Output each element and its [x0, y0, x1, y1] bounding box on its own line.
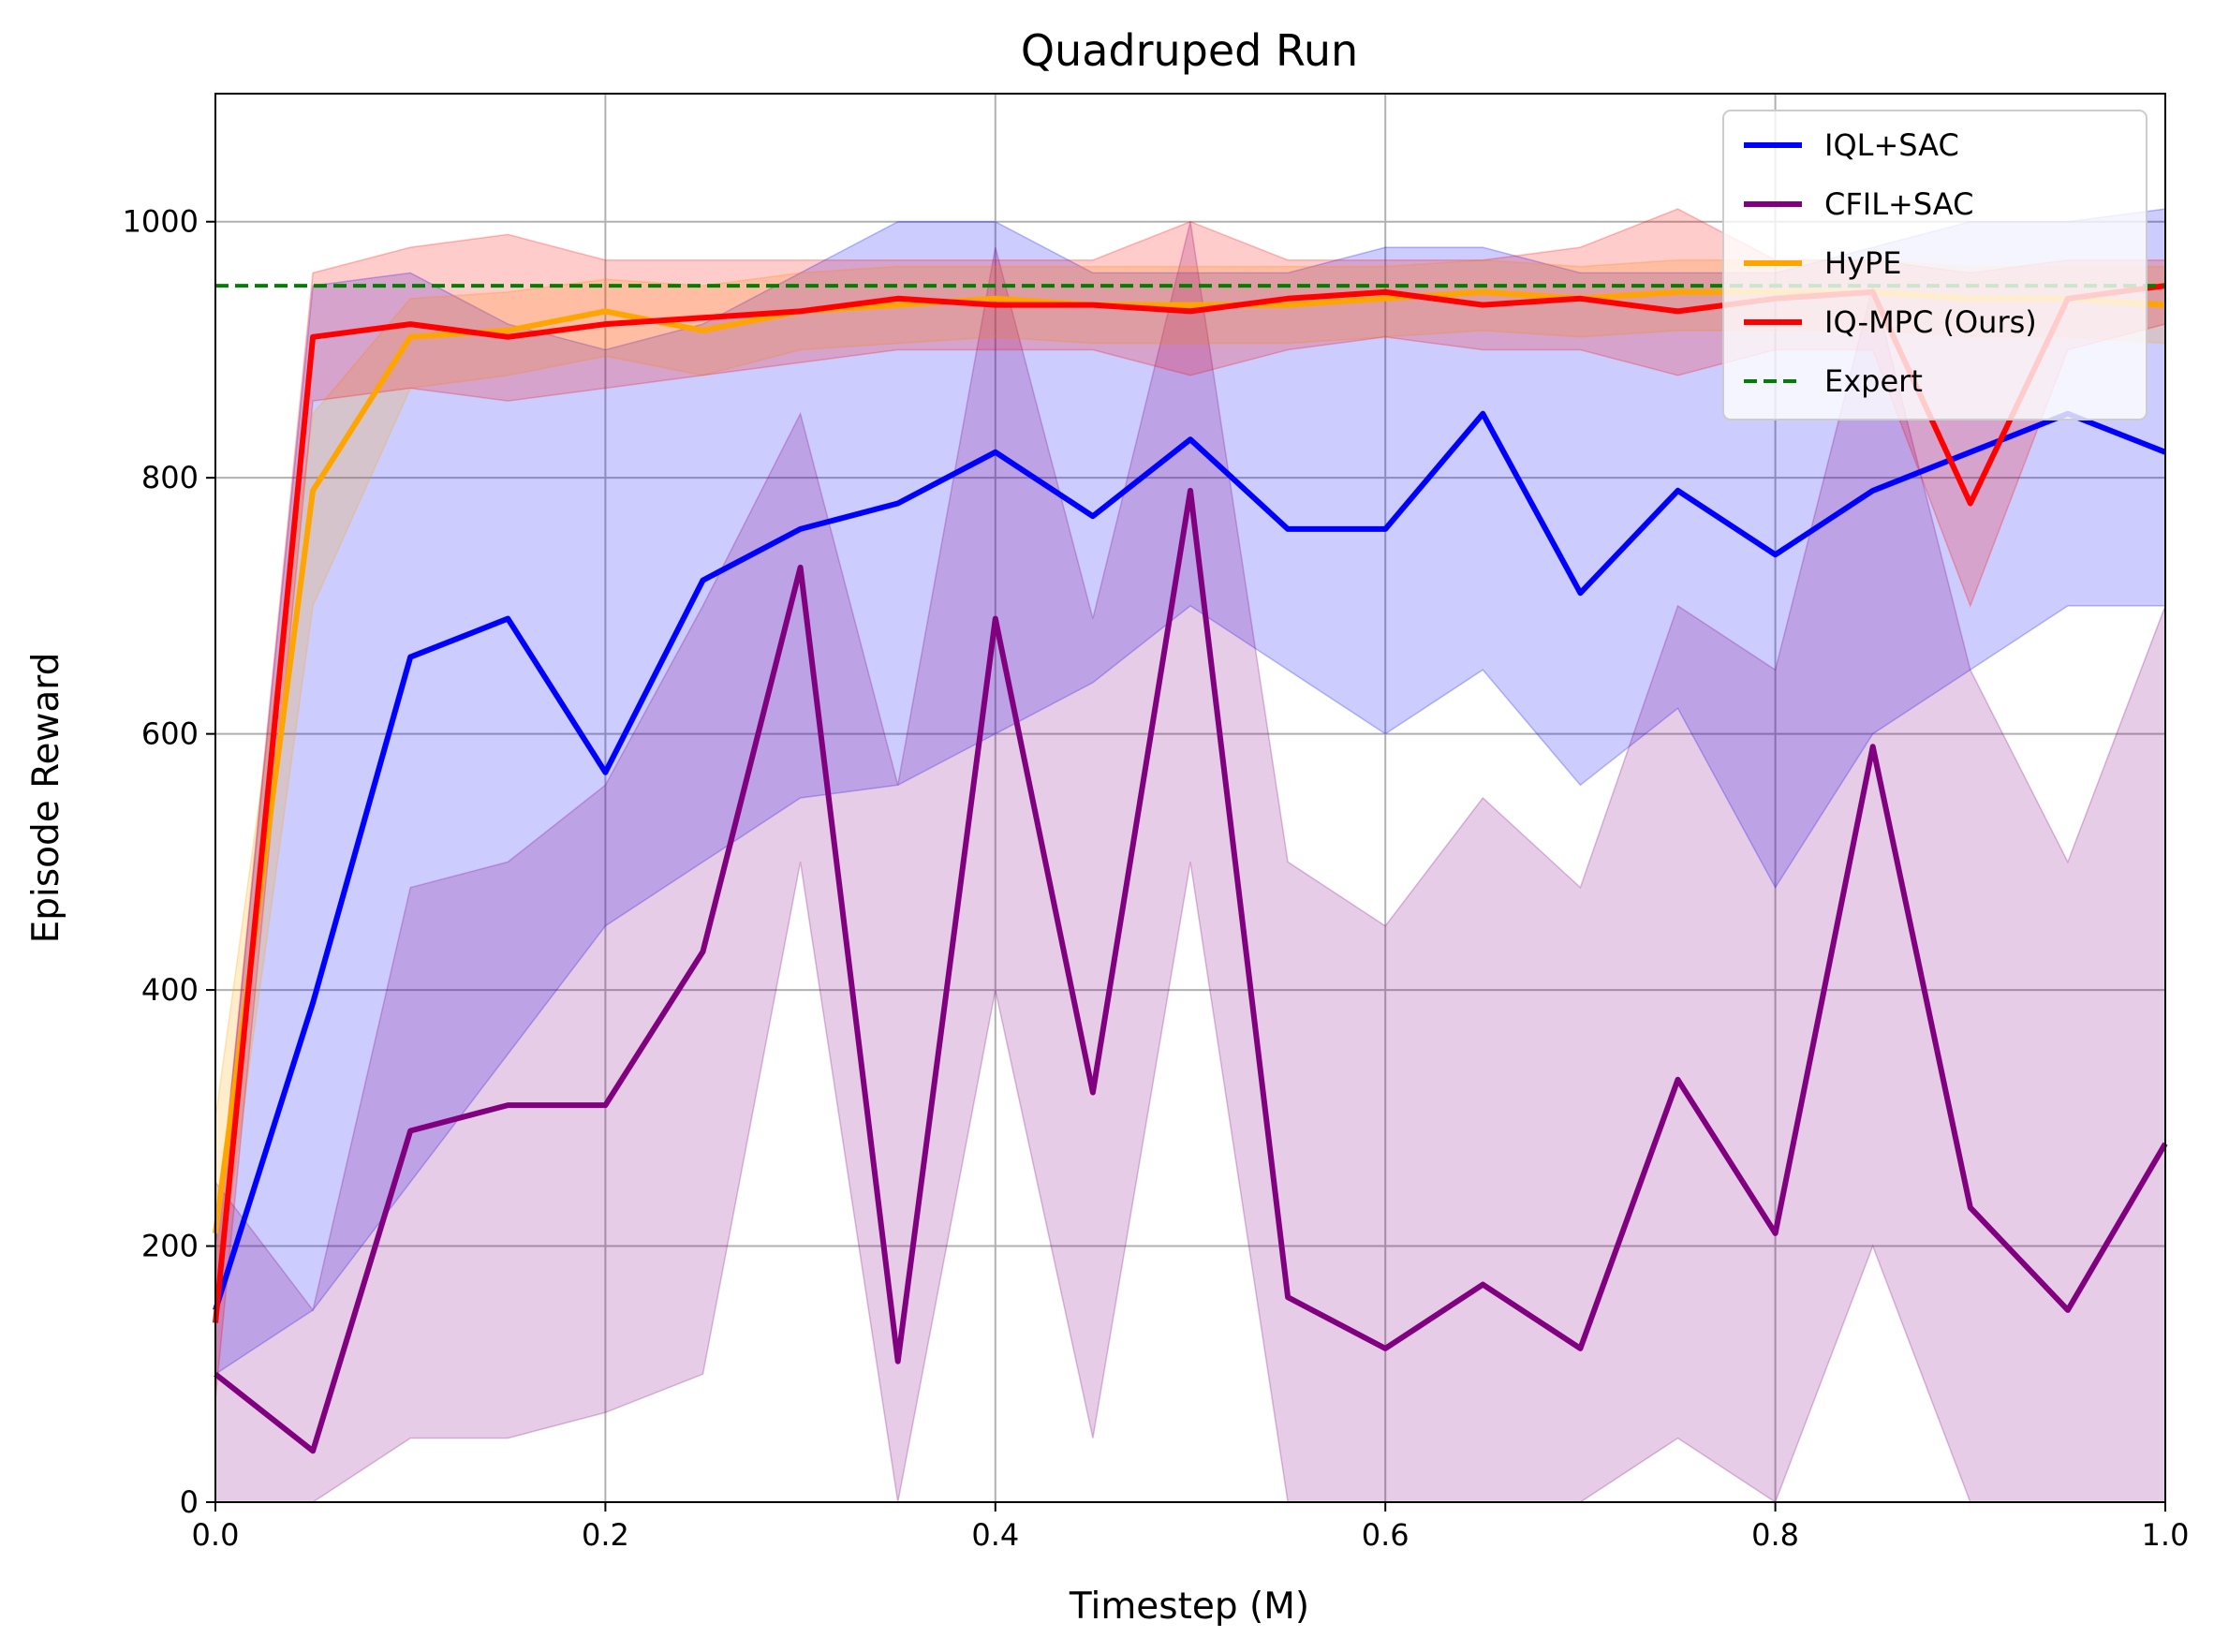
- cfil-sac-line: [214, 487, 2168, 1454]
- y-tick-label: 800: [141, 460, 199, 495]
- x-tick-label: 0.4: [971, 1517, 1019, 1553]
- x-tick-label: 0.6: [1362, 1517, 1410, 1553]
- legend-label: Expert: [1824, 363, 1923, 399]
- x-tick-label: 1.0: [2142, 1517, 2190, 1553]
- y-axis-ticks: 0 200 400 600 800 1000: [123, 204, 215, 1520]
- x-tick-label: 0.0: [192, 1517, 240, 1553]
- legend-label: IQ-MPC (Ours): [1824, 304, 2037, 340]
- legend-item-expert: Expert: [1744, 363, 1923, 399]
- y-tick-label: 600: [141, 716, 199, 752]
- legend-label: HyPE: [1824, 245, 1902, 281]
- chart-title: Quadruped Run: [1021, 25, 1358, 76]
- legend-item-cfil-sac: CFIL+SAC: [1744, 186, 1973, 222]
- x-tick-label: 0.2: [582, 1517, 629, 1553]
- legend-item-iq-mpc-ours: IQ-MPC (Ours): [1744, 304, 2037, 340]
- y-tick-label: 0: [180, 1484, 199, 1520]
- y-tick-label: 1000: [123, 204, 199, 240]
- legend: IQL+SAC CFIL+SAC HyPE IQ-MPC (Ours) Expert: [1722, 110, 2148, 420]
- legend-box: [1722, 110, 2148, 420]
- legend-label: IQL+SAC: [1824, 127, 1959, 163]
- legend-item-hype: HyPE: [1744, 245, 1902, 281]
- plot-frame: [214, 93, 2166, 1503]
- x-axis-ticks: 0.0 0.2 0.4 0.6 0.8 1.0: [192, 1502, 2190, 1553]
- y-tick-label: 400: [141, 972, 199, 1008]
- x-axis-label: Timestep (M): [1069, 1586, 1309, 1628]
- y-axis-label: Episode Reward: [25, 653, 67, 944]
- legend-label: CFIL+SAC: [1824, 186, 1973, 222]
- legend-item-iql-sac: IQL+SAC: [1744, 127, 1959, 163]
- x-tick-label: 0.8: [1751, 1517, 1799, 1553]
- iql-sac-line: [213, 410, 2167, 1311]
- y-tick-label: 200: [141, 1229, 199, 1264]
